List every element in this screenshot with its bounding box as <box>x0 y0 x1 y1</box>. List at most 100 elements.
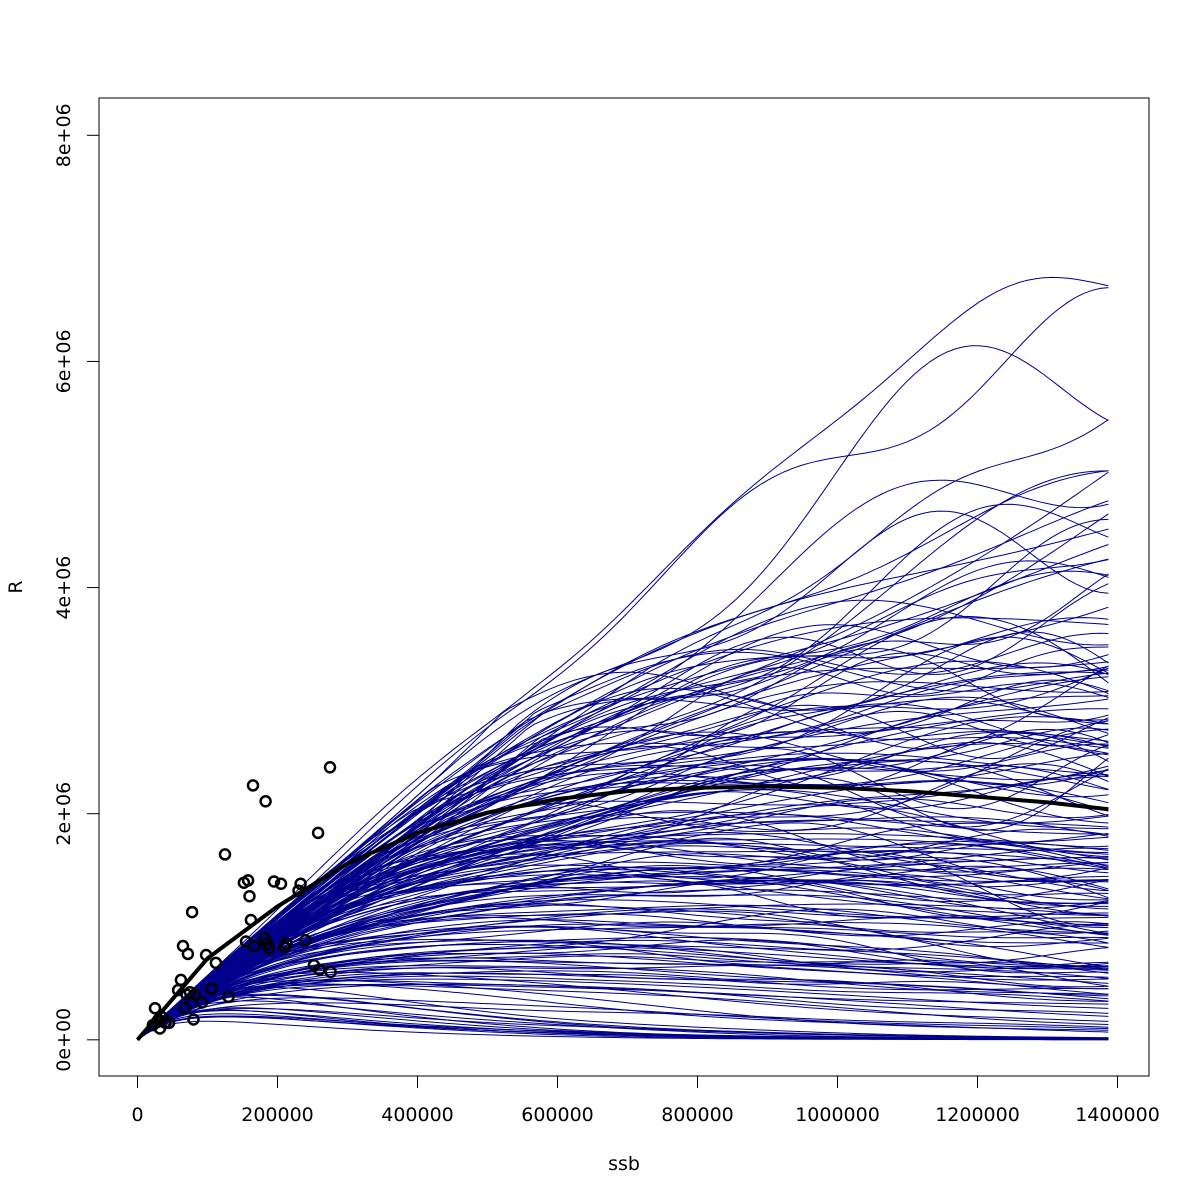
observation-point <box>181 947 195 961</box>
observation-point <box>267 875 281 888</box>
simulation-line <box>137 939 1109 1041</box>
observation-point <box>259 795 272 808</box>
observation-point <box>274 877 288 891</box>
simulation-line <box>137 1009 1109 1041</box>
observation-point <box>248 939 261 953</box>
observation-point <box>178 1001 192 1015</box>
x-axis: 0 200000 400000 600000 800000 1000000 1200000 1… <box>131 1075 1160 1126</box>
simulation-line <box>137 869 1109 1041</box>
observation-points-group <box>146 761 337 1035</box>
observation-point <box>258 931 272 945</box>
simulation-line <box>137 908 1109 1041</box>
simulation-line <box>137 513 1109 1041</box>
observation-point <box>195 996 209 1009</box>
simulation-line <box>137 599 1109 1041</box>
y-axis-title: R <box>5 580 27 593</box>
simulation-line <box>137 984 1109 1041</box>
simulation-line <box>137 1016 1109 1041</box>
observation-point <box>209 956 223 970</box>
simulation-line <box>137 880 1109 1041</box>
observation-point <box>205 982 218 996</box>
simulation-line <box>137 953 1109 1041</box>
x-tick-label: 400000 <box>381 1104 454 1126</box>
fitted-curve-group <box>135 784 1109 1042</box>
simulation-line <box>137 979 1109 1041</box>
x-tick-label: 200000 <box>241 1104 314 1126</box>
simulation-line <box>137 978 1109 1041</box>
simulation-line <box>137 870 1109 1041</box>
simulation-series-group <box>137 276 1109 1041</box>
observation-point <box>243 889 256 903</box>
observation-point <box>292 884 305 897</box>
observation-point <box>244 913 258 927</box>
observation-point <box>299 934 312 947</box>
simulation-line <box>137 944 1109 1041</box>
simulation-line <box>137 960 1109 1041</box>
observation-point <box>218 848 232 861</box>
observation-point <box>199 948 213 962</box>
observation-point <box>294 877 307 891</box>
y-tick-label: 0e+00 <box>53 1008 75 1072</box>
observation-point <box>174 973 188 987</box>
simulation-line <box>137 660 1109 1041</box>
y-tick-label: 4e+06 <box>53 556 75 620</box>
simulation-line <box>137 671 1109 1041</box>
observation-point <box>280 937 293 950</box>
simulation-line <box>137 899 1109 1041</box>
simulation-line <box>137 661 1109 1041</box>
simulation-line <box>137 813 1109 1041</box>
simulation-line <box>137 752 1109 1041</box>
simulation-line <box>137 838 1109 1041</box>
simulation-line <box>137 570 1109 1041</box>
observation-point <box>262 941 276 955</box>
simulation-line <box>137 544 1109 1041</box>
simulation-line <box>137 765 1109 1041</box>
simulation-line <box>137 997 1109 1041</box>
observation-point <box>324 965 337 979</box>
simulation-line <box>137 764 1109 1041</box>
x-tick-label: 800000 <box>661 1104 734 1126</box>
simulation-line <box>137 869 1109 1041</box>
x-tick-label: 0 <box>131 1104 143 1126</box>
observation-point <box>246 779 260 792</box>
observation-point <box>311 826 325 840</box>
observation-point <box>185 905 199 919</box>
x-tick-label: 1000000 <box>795 1104 880 1126</box>
simulation-line <box>137 874 1109 1041</box>
x-tick-label: 1400000 <box>1075 1104 1160 1126</box>
fitted-curve-line <box>135 784 1109 1042</box>
simulation-line <box>137 925 1109 1041</box>
observation-point <box>323 761 337 774</box>
simulation-line <box>137 919 1109 1041</box>
simulation-line <box>137 788 1109 1041</box>
observation-point <box>148 1001 162 1015</box>
observation-point <box>313 963 326 976</box>
observation-point <box>162 1016 176 1030</box>
simulation-line <box>137 917 1109 1041</box>
x-tick-label: 600000 <box>521 1104 594 1126</box>
simulation-line <box>137 665 1109 1041</box>
observation-point <box>241 874 255 887</box>
simulation-line <box>137 921 1109 1041</box>
simulation-line <box>137 1007 1109 1041</box>
simulation-line <box>137 983 1109 1041</box>
x-tick-label: 1200000 <box>935 1104 1020 1126</box>
simulation-line <box>137 856 1109 1041</box>
x-axis-title: ssb <box>608 1153 640 1175</box>
simulation-line <box>137 647 1109 1041</box>
observation-point <box>188 988 202 1001</box>
y-tick-label: 8e+06 <box>53 103 75 167</box>
simulation-line <box>137 903 1109 1041</box>
simulation-line <box>137 986 1109 1041</box>
simulation-line <box>137 979 1109 1041</box>
simulation-line <box>137 687 1109 1041</box>
y-axis: 0e+00 2e+06 4e+06 6e+06 8e+06 <box>53 103 100 1072</box>
simulation-line <box>137 847 1109 1041</box>
simulation-line <box>137 771 1109 1041</box>
simulation-line <box>137 345 1109 1041</box>
simulation-line <box>137 867 1109 1041</box>
y-tick-label: 6e+06 <box>53 329 75 393</box>
simulation-line <box>137 646 1109 1041</box>
observation-point <box>222 990 235 1004</box>
